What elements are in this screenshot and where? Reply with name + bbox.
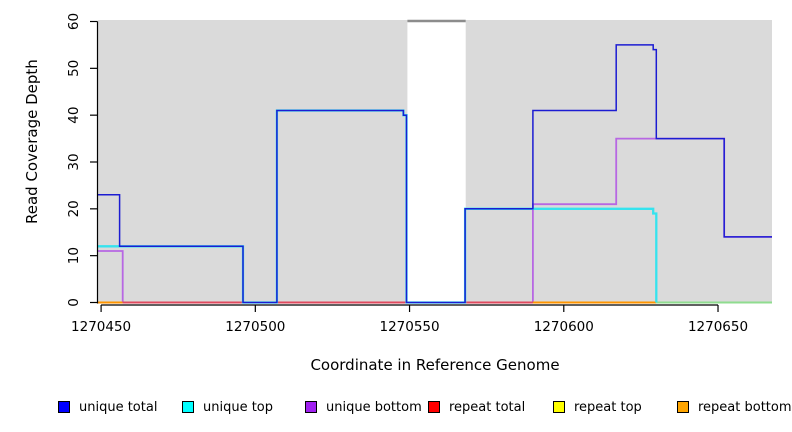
legend-swatch-icon [553,401,565,413]
legend-label: repeat total [449,399,526,415]
legend-item-repeat-top: repeat top [553,396,642,418]
legend-swatch-icon [428,401,440,413]
x-axis-title: Coordinate in Reference Genome [310,356,560,374]
y-tick-label: 60 [66,13,82,30]
legend-swatch-icon [305,401,317,413]
y-tick-label: 50 [66,60,82,77]
legend-item-unique-top: unique top [182,396,273,418]
legend-item-unique-total: unique total [58,396,157,418]
masked-region [407,19,466,304]
x-tick-label: 1270500 [225,319,285,335]
legend-label: repeat bottom [698,399,792,415]
legend-label: unique total [79,399,158,415]
legend-swatch-icon [677,401,689,413]
legend-label: unique top [203,399,274,415]
y-tick-label: 20 [66,200,82,217]
y-tick-label: 40 [66,107,82,124]
x-tick-label: 1270650 [688,319,748,335]
legend-swatch-icon [58,401,70,413]
legend-label: unique bottom [326,399,422,415]
legend-swatch-icon [182,401,194,413]
y-axis-title: Read Coverage Depth [23,59,41,224]
x-tick-label: 1270450 [71,319,131,335]
chart-legend: unique total unique top unique bottom repea… [0,396,792,422]
y-tick-label: 30 [66,153,82,170]
y-tick-label: 0 [66,298,82,307]
y-tick-label: 10 [66,247,82,264]
x-tick-label: 1270600 [534,319,594,335]
legend-item-repeat-bottom: repeat bottom [677,396,792,418]
x-tick-label: 1270550 [379,319,439,335]
legend-item-repeat-total: repeat total [428,396,525,418]
legend-label: repeat top [574,399,642,415]
series-line-unique-total [98,44,772,304]
legend-item-unique-bottom: unique bottom [305,396,422,418]
